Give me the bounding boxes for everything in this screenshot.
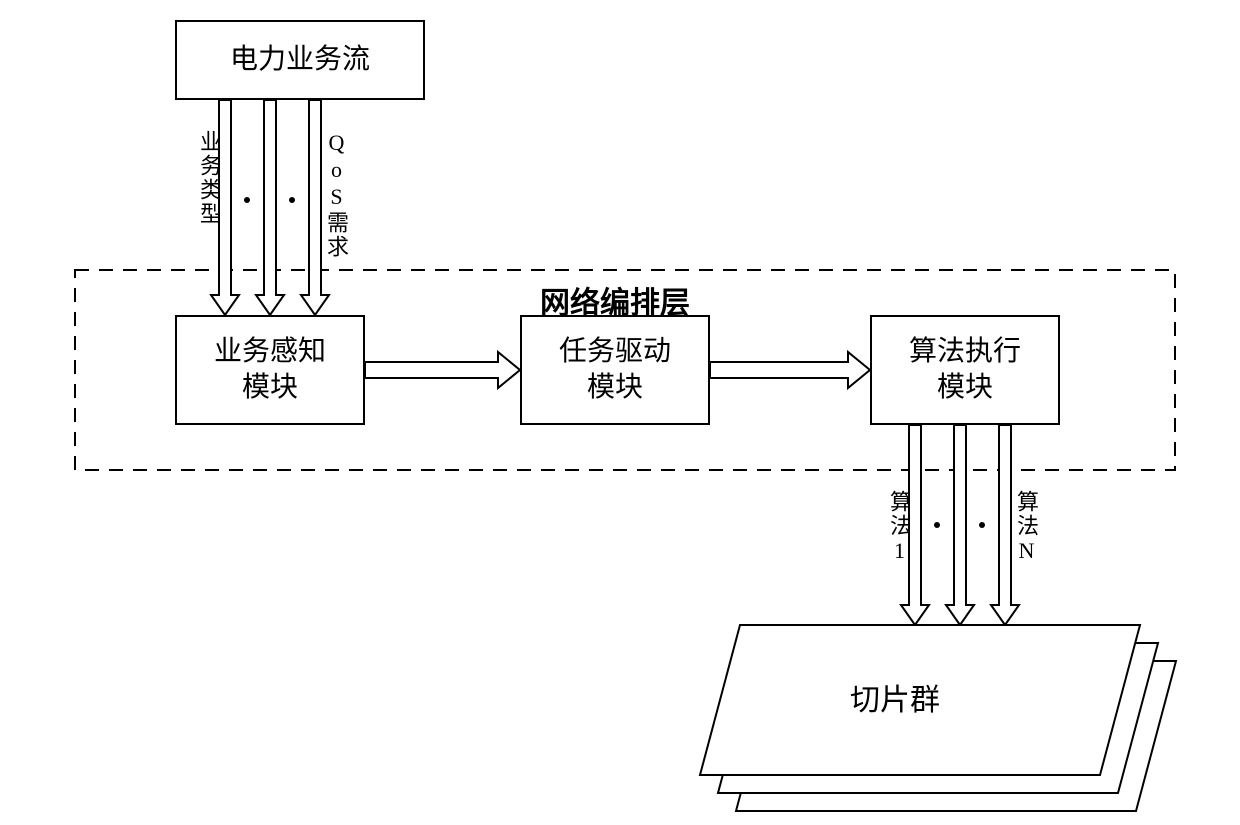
power-service-flow-label: 电力业务流 [230, 42, 370, 78]
top-arrows [211, 100, 329, 315]
slice-label: 切片群 [850, 684, 940, 717]
bottom-arrow-label-left: 算法1 [888, 490, 910, 565]
perception-module-box: 业务感知 模块 [175, 315, 365, 425]
top-arrow-label-left: 业务类型 [198, 130, 220, 226]
top-arrow-dots [244, 197, 295, 203]
bottom-arrow-dots [934, 522, 985, 528]
task-module-box: 任务驱动 模块 [520, 315, 710, 425]
bottom-arrow-label-right: 算法N [1015, 490, 1037, 565]
algo-module-label: 算法执行 模块 [909, 334, 1021, 407]
slice-stack [700, 625, 1176, 811]
bottom-arrows [901, 425, 1019, 625]
task-module-label: 任务驱动 模块 [559, 334, 671, 407]
power-service-flow-box: 电力业务流 [175, 20, 425, 100]
algo-module-box: 算法执行 模块 [870, 315, 1060, 425]
top-arrow-label-right: QoS需求 [325, 130, 347, 259]
perception-module-label: 业务感知 模块 [214, 334, 326, 407]
